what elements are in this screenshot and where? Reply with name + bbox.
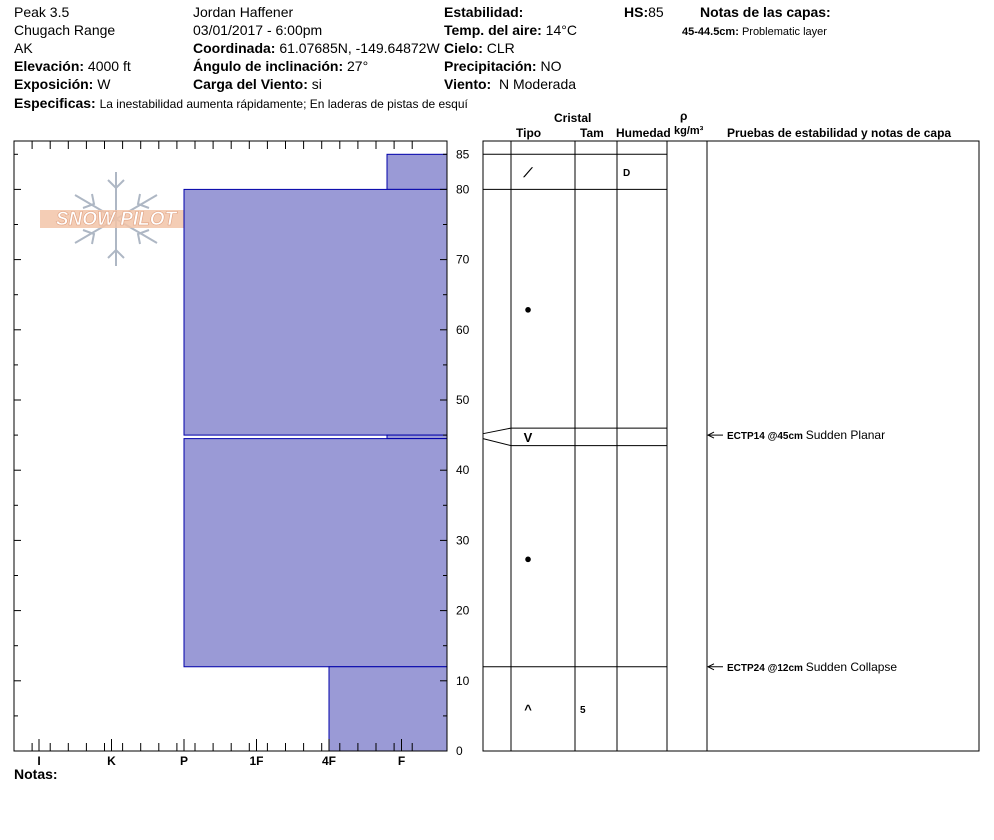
moisture-label: D	[623, 168, 630, 179]
hardness-bar	[328, 666, 448, 752]
location: Peak 3.5	[14, 4, 70, 20]
coord-value: 61.07685N, -149.64872W	[279, 40, 440, 56]
elevation-value: 4000 ft	[87, 58, 131, 74]
range: Chugach Range	[14, 22, 116, 38]
specifics-row: Especificas: La inestabilidad aumenta rá…	[14, 95, 468, 112]
height-tick-label: 85	[456, 147, 470, 161]
hardness-tick-label: 4F	[322, 754, 336, 768]
height-tick-label: 0	[456, 744, 463, 758]
aspect-row: Exposición: W	[14, 76, 110, 92]
slope-value: 27°	[347, 58, 369, 74]
coord-row: Coordinada: 61.07685N, -149.64872W	[193, 40, 440, 56]
hardness-tick-label: 1F	[249, 754, 263, 768]
height-tick-label: 40	[456, 463, 470, 477]
layer-notes-label: Notas de las capas:	[700, 4, 831, 20]
airtemp-value: 14°C	[545, 22, 577, 38]
airtemp-row: Temp. del aire: 14°C	[444, 22, 577, 38]
grain-type-symbol: ●	[524, 551, 532, 566]
sky-value: CLR	[486, 40, 515, 56]
plot-frame	[13, 140, 448, 752]
windload-value: si	[311, 76, 322, 92]
height-tick-label: 80	[456, 182, 470, 196]
hardness-bar	[386, 434, 448, 440]
stability-test-code: ECTP14 @45cm	[727, 431, 806, 442]
table-frame	[482, 140, 980, 752]
height-tick-label: 60	[456, 323, 470, 337]
aspect-value: W	[97, 76, 111, 92]
wind-label: Viento:	[444, 76, 492, 92]
stability-test-code: ECTP24 @12cm	[727, 663, 806, 674]
stability-test-label: ECTP24 @12cm Sudden Collapse	[727, 660, 897, 674]
height-tick-label: 20	[456, 604, 470, 618]
grain-type-symbol: ●	[524, 302, 532, 317]
hardness-tick-label: P	[180, 754, 188, 768]
precip-value: NO	[540, 58, 562, 74]
precip-label: Precipitación:	[444, 58, 537, 74]
notes-label: Notas:	[14, 766, 58, 782]
elevation-row: Elevación: 4000 ft	[14, 58, 131, 74]
datetime: 03/01/2017 - 6:00pm	[193, 22, 323, 38]
stability-test-desc: Sudden Planar	[806, 428, 885, 442]
wind-value: N Moderada	[498, 76, 577, 92]
hardness-bar	[386, 153, 448, 190]
hs-label: HS:	[624, 4, 649, 20]
tipo-header: Tipo	[516, 126, 542, 140]
specifics-text: La inestabilidad aumenta rápidamente; En…	[99, 97, 468, 111]
stability-row: Estabilidad:	[444, 4, 523, 20]
height-tick-label: 30	[456, 533, 470, 547]
slope-label: Ángulo de inclinación:	[193, 58, 344, 74]
grain-size-label: 5	[580, 705, 586, 716]
slope-row: Ángulo de inclinación: 27°	[193, 58, 368, 74]
layer-note: 45-44.5cm: Problematic layer	[682, 24, 827, 40]
rho-header: ρ	[680, 109, 688, 123]
hardness-tick-label: K	[107, 754, 116, 768]
precip-row: Precipitación: NO	[444, 58, 561, 74]
humedad-header: Humedad	[616, 126, 671, 140]
stability-label: Estabilidad:	[444, 4, 524, 20]
density-unit-header: kg/m³	[674, 125, 704, 137]
sky-label: Cielo:	[444, 40, 483, 56]
elevation-label: Elevación:	[14, 58, 85, 74]
hardness-tick-label: I	[37, 754, 40, 768]
height-tick-label: 70	[456, 253, 470, 267]
grain-type-symbol: ⟋	[522, 165, 533, 180]
state: AK	[14, 40, 33, 56]
stability-test-label: ECTP14 @45cm Sudden Planar	[727, 428, 885, 442]
cristal-header: Cristal	[554, 111, 592, 125]
height-tick-label: 10	[456, 674, 470, 688]
logo-text: SNOW PILOT	[56, 209, 178, 230]
test-arrow-head	[706, 431, 715, 439]
tam-header: Tam	[580, 126, 604, 140]
sky-row: Cielo: CLR	[444, 40, 515, 56]
tests-header: Pruebas de estabilidad y notas de capa	[727, 126, 952, 140]
snowpilot-logo: SNOW PILOT	[40, 172, 192, 266]
layer-note-text: Problematic layer	[741, 26, 827, 38]
test-arrow-head	[706, 663, 715, 671]
height-connector	[482, 438, 512, 447]
hardness-tick-label: F	[398, 754, 405, 768]
height-connector	[482, 427, 512, 435]
hs-value: 85	[648, 4, 664, 20]
airtemp-label: Temp. del aire:	[444, 22, 542, 38]
specifics-label: Especificas:	[14, 95, 96, 111]
windload-row: Carga del Viento: si	[193, 76, 322, 92]
hardness-bar	[183, 438, 448, 668]
wind-row: Viento: N Moderada	[444, 76, 576, 92]
stability-test-desc: Sudden Collapse	[806, 660, 898, 674]
height-tick-label: 50	[456, 393, 470, 407]
grain-type-symbol: V	[524, 430, 533, 445]
observer: Jordan Haffener	[193, 4, 294, 20]
hs-row: HS:85	[624, 4, 664, 20]
layer-note-range: 45-44.5cm:	[682, 26, 739, 38]
grain-type-symbol: ^	[524, 702, 532, 717]
hardness-bar	[183, 188, 448, 436]
aspect-label: Exposición:	[14, 76, 94, 92]
coord-label: Coordinada:	[193, 40, 276, 56]
windload-label: Carga del Viento:	[193, 76, 308, 92]
